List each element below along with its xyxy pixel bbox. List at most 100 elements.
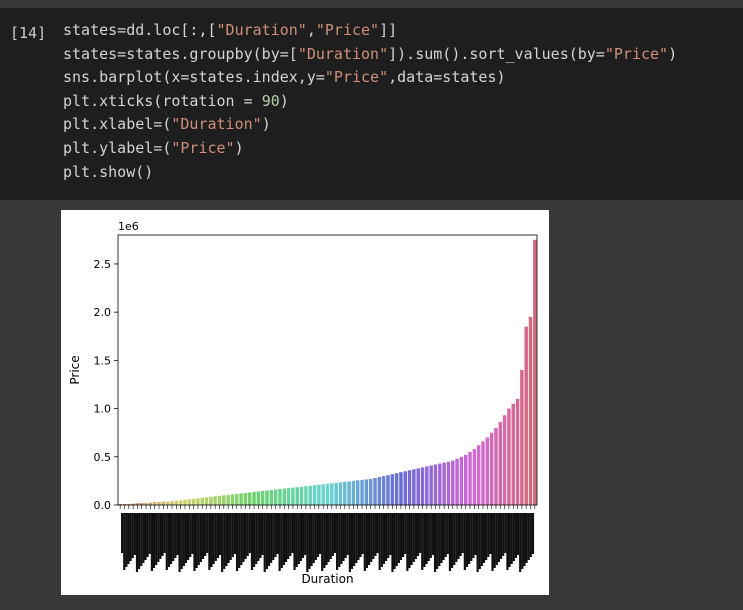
x-tick-label-mark xyxy=(438,513,441,566)
x-tick-label-mark xyxy=(148,513,151,554)
x-tick-label-mark xyxy=(374,513,377,556)
y-tick-label: 2.0 xyxy=(94,306,112,319)
code-editor[interactable]: states=dd.loc[:,["Duration","Price"]] sta… xyxy=(63,19,677,184)
code-token: sns.barplot(x=states.index,y= xyxy=(63,68,325,87)
x-tick-label-mark xyxy=(461,513,464,553)
code-token: , xyxy=(306,21,316,39)
x-tick-label-mark xyxy=(150,513,154,571)
bar xyxy=(161,501,166,505)
x-tick-label-mark xyxy=(431,513,435,555)
x-tick-label-mark xyxy=(450,513,454,568)
x-tick-label-mark xyxy=(414,513,417,559)
x-tick-label-mark xyxy=(359,513,362,557)
x-tick-label-mark xyxy=(504,513,507,553)
code-token: plt.xlabel=( xyxy=(63,115,172,134)
x-tick-label-mark xyxy=(523,513,526,566)
x-tick-label-mark xyxy=(361,513,364,554)
x-axis-label: Duration xyxy=(301,572,353,586)
x-tick-label-mark xyxy=(174,513,177,558)
bar xyxy=(325,483,330,505)
x-tick-label-mark xyxy=(306,513,309,572)
x-tick-label-mark xyxy=(468,513,471,564)
x-tick-label-mark xyxy=(227,513,230,563)
bar xyxy=(489,432,494,505)
y-axis: 0.0 0.5 1.0 1.5 2.0 2.5 xyxy=(94,258,118,512)
x-tick-label-mark xyxy=(242,513,245,562)
x-tick-label-mark xyxy=(372,513,375,559)
y-axis-label: Price xyxy=(68,355,82,384)
x-tick-label-mark xyxy=(412,513,415,562)
x-tick-label-mark xyxy=(178,513,181,572)
bar xyxy=(131,503,135,505)
x-tick-label-mark xyxy=(363,513,366,571)
x-tick-label-mark xyxy=(393,513,396,569)
x-tick-label-mark xyxy=(331,513,334,556)
bar xyxy=(351,480,356,505)
x-tick-label-mark xyxy=(357,513,360,560)
bar xyxy=(291,487,295,505)
x-tick-label-mark xyxy=(278,513,281,571)
bar xyxy=(343,481,347,505)
x-tick-label-mark xyxy=(419,513,422,553)
x-tick-label-mark xyxy=(184,513,188,563)
bar xyxy=(416,468,420,505)
x-tick-label-mark xyxy=(416,513,420,556)
x-tick-label-mark xyxy=(391,513,394,572)
bar xyxy=(248,492,252,505)
x-tick-label-mark xyxy=(159,513,162,559)
bar xyxy=(360,479,364,505)
code-line: plt.xlabel=("Duration") xyxy=(63,113,677,137)
x-tick-label-mark xyxy=(180,513,183,569)
x-tick-label-mark xyxy=(314,513,317,560)
x-tick-label-mark xyxy=(376,513,379,553)
x-tick-label-mark xyxy=(208,513,211,570)
x-tick-label-mark xyxy=(216,513,219,558)
code-token: "Price" xyxy=(171,138,235,157)
x-tick-label-mark xyxy=(338,513,341,567)
x-tick-label-mark xyxy=(521,513,524,569)
x-tick-label-mark xyxy=(263,513,266,572)
bar xyxy=(312,485,317,505)
x-tick-label-mark xyxy=(436,513,439,569)
bar xyxy=(278,489,282,505)
x-tick-label-mark xyxy=(348,513,351,572)
x-tick-label-mark xyxy=(146,513,149,557)
bar xyxy=(209,496,213,505)
bar xyxy=(390,474,395,505)
bar xyxy=(152,502,157,505)
x-tick-label-mark xyxy=(197,513,200,565)
x-tick-label-mark xyxy=(299,513,303,561)
x-tick-label-mark xyxy=(295,513,298,567)
x-tick-label-mark xyxy=(235,513,239,571)
x-tick-label-mark xyxy=(370,513,373,562)
x-tick-label-mark xyxy=(506,513,509,570)
code-token: ) xyxy=(234,138,244,157)
x-tick-label-mark xyxy=(140,513,143,566)
x-tick-label-mark xyxy=(308,513,311,569)
code-token: ]] xyxy=(379,21,398,39)
bar xyxy=(140,503,144,505)
x-tick-label-mark xyxy=(459,513,462,556)
x-tick-label-mark xyxy=(186,513,190,560)
x-tick-label-mark xyxy=(293,513,296,570)
x-tick-label-mark xyxy=(172,513,175,561)
x-tick-label-mark xyxy=(440,513,443,563)
bar xyxy=(226,494,230,505)
bar xyxy=(243,492,248,505)
x-tick-label-mark xyxy=(274,513,277,557)
bar xyxy=(364,479,369,505)
x-tick-label-mark xyxy=(206,513,209,553)
x-tick-label-mark xyxy=(212,513,215,564)
x-tick-label-mark xyxy=(121,513,124,553)
x-tick-label-mark xyxy=(327,513,330,562)
x-tick-label-mark xyxy=(342,513,345,561)
bar xyxy=(394,473,399,505)
bar xyxy=(321,484,325,505)
x-tick-label-mark xyxy=(455,513,458,562)
bar xyxy=(502,415,507,505)
x-tick-label-mark xyxy=(350,513,354,569)
x-tick-label-mark xyxy=(382,513,386,564)
x-tick-label-mark xyxy=(489,513,492,554)
code-cell[interactable]: [14] states=dd.loc[:,["Duration","Price"… xyxy=(0,8,743,200)
code-line: plt.xticks(rotation = 90) xyxy=(63,90,677,114)
